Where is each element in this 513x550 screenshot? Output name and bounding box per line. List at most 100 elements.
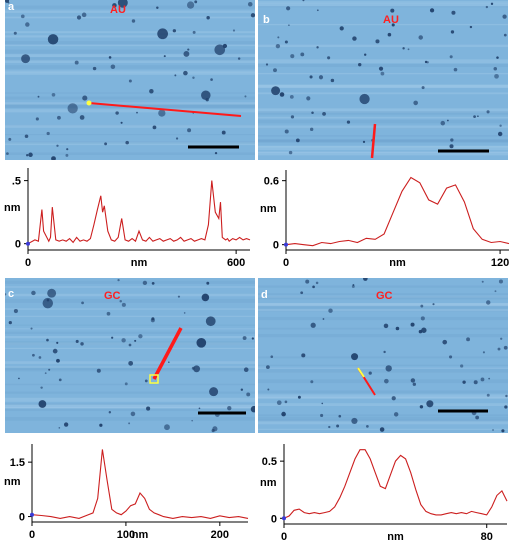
surface-particle <box>383 350 386 354</box>
surface-particle <box>21 54 31 64</box>
surface-particle <box>8 321 12 325</box>
surface-particle <box>183 70 188 76</box>
surface-particle <box>395 326 400 331</box>
surface-particle <box>247 1 253 7</box>
surface-particle <box>271 86 281 96</box>
surface-particle <box>375 39 380 44</box>
surface-particle <box>498 279 503 284</box>
annotations-b <box>370 123 489 159</box>
surface-particle <box>346 120 351 124</box>
surface-particle <box>221 130 226 135</box>
surface-particle <box>358 62 362 67</box>
sample-label-c: GC <box>104 290 121 302</box>
surface-particle <box>330 78 335 83</box>
surface-particle <box>24 134 29 139</box>
surface-particle <box>146 406 151 411</box>
surface-particle <box>31 290 36 296</box>
surface-particle <box>488 377 491 380</box>
scan-line-a <box>88 102 242 117</box>
surface-particle <box>163 55 166 58</box>
surface-particle <box>328 308 333 313</box>
surface-particle <box>380 71 385 76</box>
y-tick-label: 1.5 <box>10 457 25 469</box>
surface-particle <box>418 35 423 40</box>
surface-particle <box>74 60 79 65</box>
surface-particle <box>486 110 490 114</box>
surface-particle <box>76 15 82 20</box>
surface-particle <box>111 336 114 339</box>
surface-particle <box>497 347 501 351</box>
surface-particle <box>469 25 473 29</box>
surface-particle <box>191 419 193 422</box>
surface-particle <box>158 109 166 117</box>
surface-particle <box>266 365 270 370</box>
surface-particle <box>28 152 33 158</box>
surface-particle <box>164 424 170 431</box>
x-tick-label: 0 <box>283 257 289 269</box>
surface-particle <box>56 358 60 363</box>
profile-chart-a-svg: 0 600 0 .5 nm nm <box>4 168 251 269</box>
x-tick-label: 600 <box>227 257 245 269</box>
surface-particle <box>368 371 372 375</box>
surface-particle <box>426 400 434 408</box>
surface-particle <box>30 327 33 330</box>
surface-particle <box>99 423 103 427</box>
surface-particle <box>13 31 17 35</box>
surface-particle <box>244 95 247 98</box>
surface-particle <box>37 95 40 98</box>
surface-particle <box>460 364 464 368</box>
panel-label-b: b <box>263 14 270 26</box>
surface-particle <box>306 96 311 101</box>
surface-particle <box>419 405 424 409</box>
surface-particle <box>311 111 314 115</box>
surface-particle <box>186 1 195 9</box>
surface-particle <box>125 140 129 145</box>
surface-particle <box>119 300 122 303</box>
surface-particle <box>267 388 270 391</box>
surface-particle <box>310 322 316 328</box>
surface-particle <box>151 281 155 285</box>
surface-particle <box>462 380 466 384</box>
surface-particle <box>214 44 226 56</box>
surface-particle <box>96 368 101 373</box>
surface-particle <box>243 367 249 373</box>
surface-particle <box>486 393 490 397</box>
surface-particle <box>32 353 35 357</box>
surface-particle <box>290 115 295 119</box>
surface-particle <box>473 380 478 385</box>
surface-particle <box>310 380 314 384</box>
surface-particle <box>379 427 385 432</box>
surface-particle <box>282 413 285 416</box>
surface-particle <box>214 151 218 155</box>
surface-particle <box>447 119 449 122</box>
surface-particle <box>47 288 57 298</box>
surface-particle <box>450 30 455 34</box>
surface-particle <box>44 372 47 375</box>
surface-particle <box>75 339 79 343</box>
surface-particle <box>40 386 43 389</box>
surface-particle <box>18 377 20 380</box>
surface-particle <box>138 334 143 339</box>
surface-particle <box>362 140 366 143</box>
annotations-d <box>357 367 488 413</box>
surface-particle <box>384 378 389 384</box>
surface-particle <box>432 303 435 306</box>
panel-label-c: c <box>8 288 15 300</box>
surface-particle <box>318 75 324 80</box>
profile-line <box>285 176 510 247</box>
surface-particle <box>315 281 319 285</box>
surface-particle <box>187 48 190 51</box>
surface-particle <box>359 93 370 105</box>
surface-particle <box>66 148 69 151</box>
x-tick-label: 0 <box>29 529 35 541</box>
surface-particle <box>504 405 508 409</box>
surface-particle <box>301 353 306 358</box>
surface-particle <box>481 280 484 283</box>
profile-start-point <box>284 242 288 247</box>
surface-particle <box>206 281 210 285</box>
surface-particle <box>352 36 357 41</box>
surface-particle <box>128 79 132 83</box>
surface-particle <box>410 378 416 383</box>
surface-particle <box>493 66 498 71</box>
surface-particle <box>284 400 288 404</box>
